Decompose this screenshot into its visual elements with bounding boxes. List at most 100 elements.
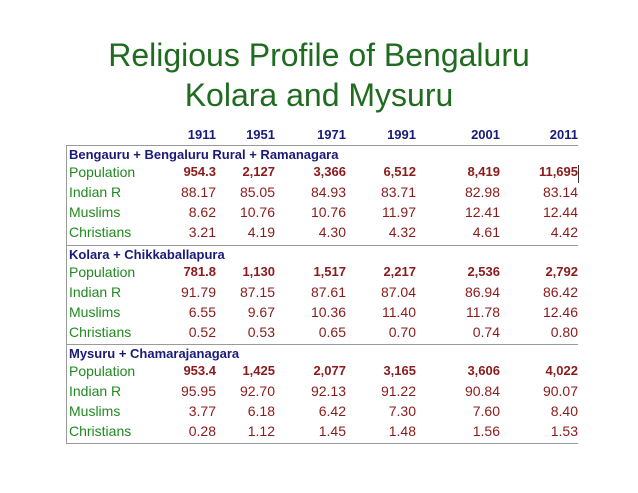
cell-value: 4.19 bbox=[247, 224, 275, 240]
cell-value: 6.42 bbox=[318, 403, 346, 419]
cell-value: 8.62 bbox=[188, 204, 216, 220]
row-label: Population bbox=[69, 264, 136, 280]
cell-value: 1,517 bbox=[313, 264, 346, 279]
row-label: Indian R bbox=[69, 284, 122, 300]
year-header: 1911 bbox=[187, 127, 216, 142]
cell-value: 0.28 bbox=[188, 423, 216, 439]
table-top-border bbox=[66, 145, 578, 146]
cell-value: 12.44 bbox=[542, 204, 578, 220]
cell-value: 10.36 bbox=[310, 304, 346, 320]
section-title: Bengauru + Bengaluru Rural + Ramanagara bbox=[69, 147, 339, 162]
cell-value: 91.79 bbox=[180, 284, 216, 300]
cell-value: 87.04 bbox=[380, 284, 416, 300]
cell-value: 4.61 bbox=[472, 224, 500, 240]
cell-value: 8,419 bbox=[467, 164, 500, 179]
cell-value: 2,536 bbox=[467, 264, 500, 279]
slide-title-line-1: Religious Profile of Bengaluru bbox=[108, 37, 530, 73]
row-label: Christians bbox=[69, 423, 132, 439]
row-label: Christians bbox=[69, 224, 132, 240]
cell-value: 0.70 bbox=[388, 324, 416, 340]
cell-value: 0.53 bbox=[247, 324, 275, 340]
cell-value: 92.13 bbox=[310, 383, 346, 399]
cell-value: 92.70 bbox=[239, 383, 275, 399]
cell-value: 1.56 bbox=[472, 423, 500, 439]
row-label: Population bbox=[69, 164, 136, 180]
cell-value: 7.60 bbox=[472, 403, 500, 419]
cell-value: 2,127 bbox=[242, 164, 275, 179]
cell-value: 6.18 bbox=[247, 403, 275, 419]
cell-value: 6.55 bbox=[188, 304, 216, 320]
slide-title-line-2: Kolara and Mysuru bbox=[184, 77, 454, 113]
cell-value: 83.14 bbox=[542, 184, 578, 200]
cell-value: 90.07 bbox=[542, 383, 578, 399]
cell-value: 9.67 bbox=[247, 304, 275, 320]
cell-value: 91.22 bbox=[380, 383, 416, 399]
cell-value: 3,606 bbox=[467, 363, 500, 378]
cell-value: 83.71 bbox=[380, 184, 416, 200]
cell-value: 3.77 bbox=[188, 403, 216, 419]
cell-value: 7.30 bbox=[388, 403, 416, 419]
cell-value: 85.05 bbox=[239, 184, 275, 200]
cell-value: 90.84 bbox=[464, 383, 500, 399]
right-edge-bar bbox=[578, 165, 579, 183]
cell-value: 4.42 bbox=[550, 224, 578, 240]
cell-value: 3.21 bbox=[188, 224, 216, 240]
cell-value: 6,512 bbox=[383, 164, 416, 179]
cell-value: 4.32 bbox=[388, 224, 416, 240]
cell-value: 954.3 bbox=[183, 164, 216, 179]
cell-value: 84.93 bbox=[310, 184, 346, 200]
cell-value: 2,792 bbox=[545, 264, 578, 279]
row-label: Indian R bbox=[69, 383, 122, 399]
cell-value: 86.42 bbox=[542, 284, 578, 300]
cell-value: 12.46 bbox=[542, 304, 578, 320]
cell-value: 4.30 bbox=[318, 224, 346, 240]
row-label: Indian R bbox=[69, 184, 122, 200]
year-header: 1971 bbox=[317, 127, 346, 142]
cell-value: 11.40 bbox=[382, 304, 416, 320]
table-left-border bbox=[66, 145, 67, 444]
year-header: 2011 bbox=[549, 127, 578, 142]
row-label: Muslims bbox=[69, 403, 121, 419]
cell-value: 82.98 bbox=[464, 184, 500, 200]
cell-value: 11,695 bbox=[538, 164, 578, 179]
row-label: Population bbox=[69, 363, 136, 379]
row-label: Muslims bbox=[69, 304, 121, 320]
cell-value: 10.76 bbox=[310, 204, 346, 220]
cell-value: 0.52 bbox=[188, 324, 216, 340]
row-label: Christians bbox=[69, 324, 132, 340]
cell-value: 1.12 bbox=[247, 423, 275, 439]
cell-value: 953.4 bbox=[183, 363, 216, 378]
cell-value: 4,022 bbox=[545, 363, 578, 378]
cell-value: 0.74 bbox=[472, 324, 500, 340]
year-header: 1951 bbox=[246, 127, 275, 142]
cell-value: 781.8 bbox=[183, 264, 216, 279]
cell-value: 86.94 bbox=[464, 284, 500, 300]
cell-value: 12.41 bbox=[464, 204, 500, 220]
cell-value: 87.15 bbox=[239, 284, 275, 300]
section-divider bbox=[66, 344, 578, 345]
section-title: Mysuru + Chamarajanagara bbox=[69, 346, 240, 361]
cell-value: 11.97 bbox=[382, 204, 416, 220]
cell-value: 87.61 bbox=[310, 284, 346, 300]
section-title: Kolara + Chikkaballapura bbox=[69, 247, 225, 262]
cell-value: 1,130 bbox=[242, 264, 275, 279]
year-header: 1991 bbox=[387, 127, 416, 142]
cell-value: 8.40 bbox=[550, 403, 578, 419]
section-divider bbox=[66, 245, 578, 246]
cell-value: 11.78 bbox=[466, 304, 500, 320]
cell-value: 88.17 bbox=[180, 184, 216, 200]
cell-value: 0.80 bbox=[550, 324, 578, 340]
cell-value: 3,165 bbox=[383, 363, 416, 378]
cell-value: 2,217 bbox=[383, 264, 416, 279]
row-label: Muslims bbox=[69, 204, 121, 220]
cell-value: 2,077 bbox=[313, 363, 346, 378]
cell-value: 1,425 bbox=[242, 363, 275, 378]
cell-value: 1.48 bbox=[388, 423, 416, 439]
cell-value: 1.53 bbox=[550, 423, 578, 439]
cell-value: 95.95 bbox=[180, 383, 216, 399]
table-bottom-border bbox=[66, 443, 578, 444]
cell-value: 0.65 bbox=[318, 324, 346, 340]
cell-value: 1.45 bbox=[318, 423, 346, 439]
cell-value: 3,366 bbox=[313, 164, 346, 179]
year-header: 2001 bbox=[471, 127, 500, 142]
